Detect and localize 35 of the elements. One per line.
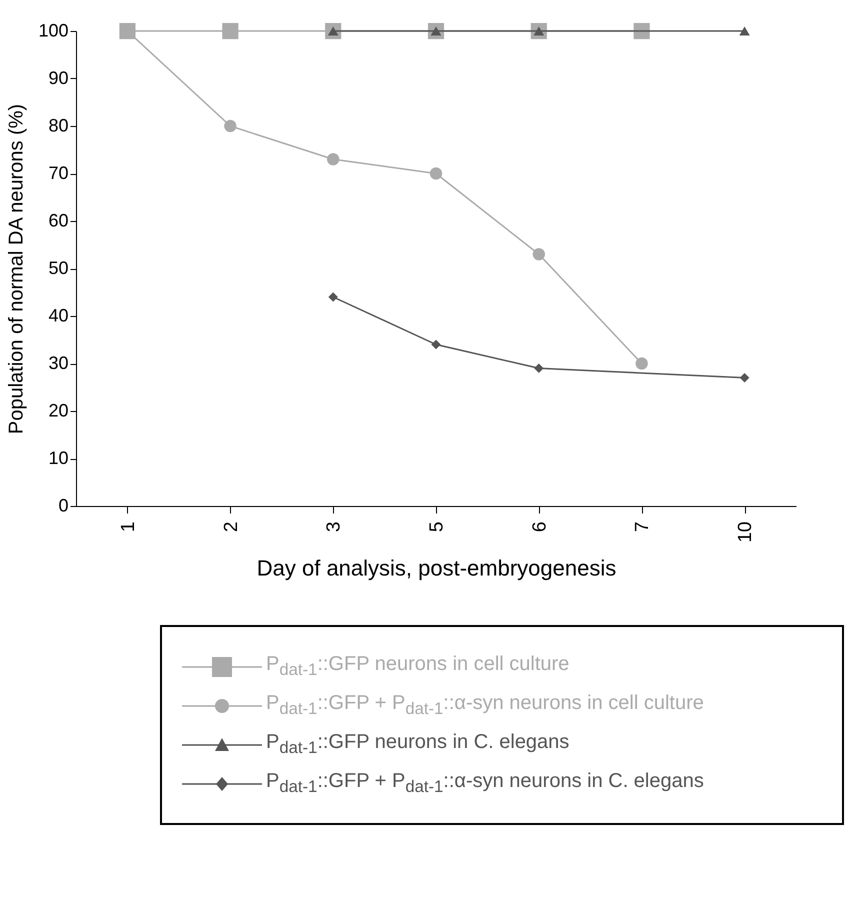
x-tick-label: 5 — [426, 522, 448, 532]
x-tick-label: 6 — [529, 522, 550, 532]
point — [430, 167, 442, 180]
x-tick-label: 10 — [735, 522, 756, 543]
x-tick-label: 2 — [220, 522, 242, 532]
legend-label: P$_{dat-1}$::GFP neurons in C. elegans — [266, 731, 570, 758]
x-axis-title: Day of analysis, post-embryogenesis — [256, 556, 616, 581]
y-tick-label: 20 — [48, 400, 68, 420]
point — [739, 26, 750, 36]
point — [534, 364, 544, 373]
y-tick-label: 80 — [48, 116, 68, 136]
legend-label: P$_{dat-1}$::GFP + P$_{dat-1}$::α-syn neurons in C. elegans — [266, 770, 704, 797]
point — [224, 120, 236, 132]
point — [636, 357, 648, 370]
y-tick-label: 70 — [48, 163, 68, 183]
y-tick-label: 0 — [58, 496, 68, 516]
point — [532, 248, 545, 260]
y-tick-label: 100 — [38, 20, 68, 40]
x-tick-label: 3 — [324, 522, 345, 532]
y-tick-label: 50 — [48, 258, 68, 278]
legend-label: P$_{dat-1}$::GFP + P$_{dat-1}$::α-syn neurons in cell culture — [266, 692, 704, 719]
point — [431, 340, 441, 350]
point — [222, 22, 238, 40]
y-tick-label: 10 — [48, 448, 68, 468]
y-tick-label: 30 — [48, 353, 68, 373]
point — [328, 292, 338, 302]
legend-label: P$_{dat-1}$::GFP neurons in cell culture — [266, 653, 570, 680]
y-tick-label: 40 — [48, 306, 68, 326]
x-tick-label: 1 — [118, 522, 139, 532]
y-tick-label: 60 — [48, 210, 68, 230]
point — [740, 373, 750, 382]
point — [327, 153, 340, 166]
y-axis-title: Population of normal DA neurons (%) — [5, 104, 28, 434]
x-tick-label: 7 — [632, 522, 654, 532]
y-tick-label: 90 — [48, 68, 68, 88]
